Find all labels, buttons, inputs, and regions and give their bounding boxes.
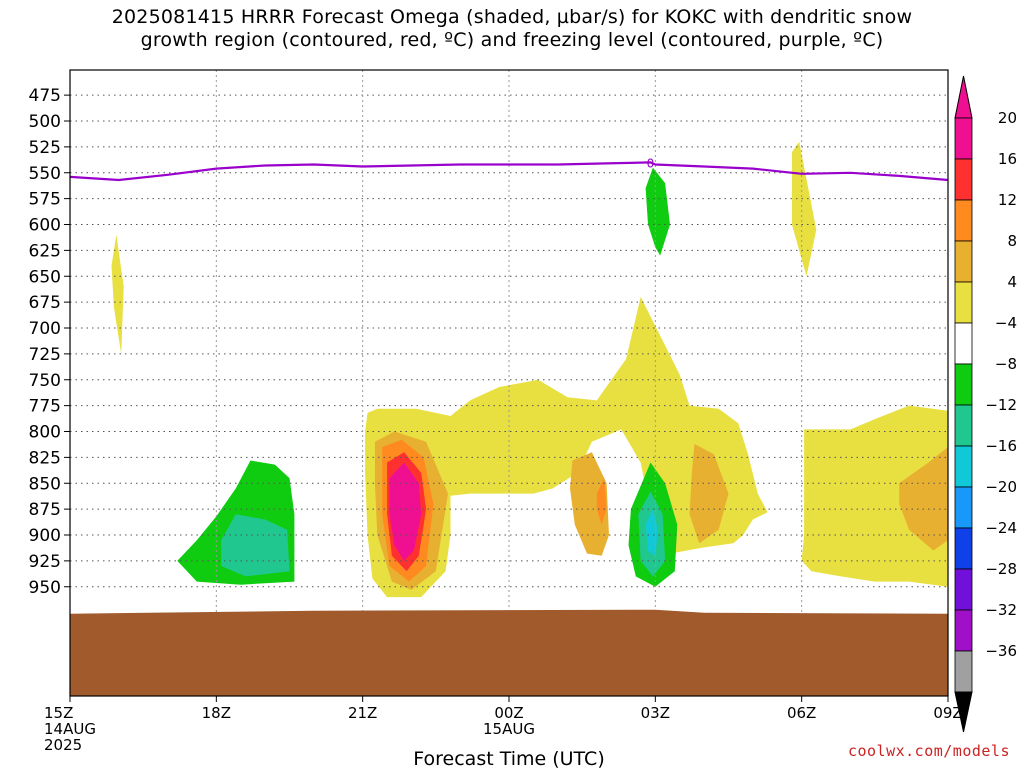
freezing-level-label: 0 xyxy=(647,156,655,170)
omega-region-5 xyxy=(570,452,609,556)
y-tick-label-600: 600 xyxy=(29,216,61,236)
colorbar-label-9: −20 xyxy=(985,478,1017,496)
y-tick-label-525: 525 xyxy=(29,138,61,158)
freezing-level-line xyxy=(69,161,949,182)
y-tick-label-775: 775 xyxy=(29,397,61,417)
colorbar-label-8: −16 xyxy=(985,437,1017,455)
y-tick-label-550: 550 xyxy=(29,164,61,184)
colorbar-label-2: 12 xyxy=(998,191,1017,209)
omega-region-14 xyxy=(645,167,670,256)
colorbar: 20 16 12 8 4 −4 −8 −12 −16 −20 −24 −28 −32 −36 xyxy=(954,75,1017,733)
freezing-level-contour: 0 xyxy=(69,156,949,182)
colorbar-bin-0 xyxy=(954,117,973,160)
omega-region-17 xyxy=(645,509,658,556)
ground-surface xyxy=(70,609,948,696)
omega-region-6 xyxy=(689,443,729,544)
y-tick-label-825: 825 xyxy=(29,448,61,468)
colorbar-bottom-arrow xyxy=(954,691,973,733)
omega-region-11 xyxy=(389,462,422,561)
colorbar-bin-2 xyxy=(954,199,973,242)
omega-region-0 xyxy=(111,234,124,354)
y-tick-label-850: 850 xyxy=(29,474,61,494)
colorbar-top-arrow xyxy=(954,75,973,119)
y-tick-label-725: 725 xyxy=(29,345,61,365)
y-tick-label-475: 475 xyxy=(29,86,61,106)
x-tick-label-0-0: 15Z xyxy=(44,704,73,722)
x-tick-label-9-0: 00Z xyxy=(494,704,523,722)
y-tick-label-800: 800 xyxy=(29,423,61,443)
y-tick-label-950: 950 xyxy=(29,578,61,598)
colorbar-bin-9 xyxy=(954,486,973,529)
colorbar-label-13: −36 xyxy=(985,642,1017,660)
x-tick-label-3-0: 18Z xyxy=(202,704,231,722)
y-tick-label-900: 900 xyxy=(29,526,61,546)
omega-region-7 xyxy=(899,447,948,551)
colorbar-label-1: 16 xyxy=(998,150,1017,168)
colorbar-bin-3 xyxy=(954,240,973,283)
title-line-1: 2025081415 HRRR Forecast Omega (shaded, … xyxy=(111,6,913,28)
x-axis-label: Forecast Time (UTC) xyxy=(413,748,604,768)
colorbar-label-10: −24 xyxy=(985,519,1017,537)
y-tick-label-500: 500 xyxy=(29,112,61,132)
colorbar-label-3: 8 xyxy=(1007,232,1017,250)
y-tick-label-675: 675 xyxy=(29,293,61,313)
ground-band xyxy=(70,609,948,696)
colorbar-bin-6 xyxy=(954,363,973,406)
y-tick-label-875: 875 xyxy=(29,500,61,520)
colorbar-bin-11 xyxy=(954,568,973,611)
x-tick-label-6-0: 21Z xyxy=(348,704,377,722)
colorbar-label-7: −12 xyxy=(985,396,1017,414)
y-tick-label-650: 650 xyxy=(29,267,61,287)
omega-region-1 xyxy=(791,141,817,277)
x-tick-label-0-2: 2025 xyxy=(44,736,82,754)
y-tick-label-750: 750 xyxy=(29,371,61,391)
y-tick-label-575: 575 xyxy=(29,190,61,210)
colorbar-bin-8 xyxy=(954,445,973,488)
colorbar-label-5: −4 xyxy=(995,314,1017,332)
watermark: coolwx.com/models xyxy=(847,742,1010,760)
colorbar-label-0: 20 xyxy=(998,109,1017,127)
y-tick-label-925: 925 xyxy=(29,552,61,572)
colorbar-bin-12 xyxy=(954,609,973,652)
y-tick-label-625: 625 xyxy=(29,241,61,261)
colorbar-label-11: −28 xyxy=(985,560,1017,578)
omega-region-9 xyxy=(596,478,607,525)
colorbar-bin-13 xyxy=(954,650,973,693)
colorbar-label-12: −32 xyxy=(985,601,1017,619)
colorbar-bin-4 xyxy=(954,281,973,324)
title-line-2: growth region (contoured, red, ºC) and f… xyxy=(140,29,884,51)
x-tick-label-18-0: 09Z xyxy=(933,704,962,722)
y-tick-label-700: 700 xyxy=(29,319,61,339)
x-tick-label-12-0: 03Z xyxy=(641,704,670,722)
colorbar-label-6: −8 xyxy=(995,355,1017,373)
x-tick-label-0-1: 14AUG xyxy=(44,720,96,738)
colorbar-label-4: 4 xyxy=(1007,273,1017,291)
omega-region-3 xyxy=(801,405,948,587)
colorbar-bin-5 xyxy=(954,322,973,365)
grid-lines xyxy=(70,70,948,696)
colorbar-bin-1 xyxy=(954,158,973,201)
x-tick-label-15-0: 06Z xyxy=(787,704,816,722)
chart-title: 2025081415 HRRR Forecast Omega (shaded, … xyxy=(0,6,1024,52)
colorbar-bin-7 xyxy=(954,404,973,447)
axes: 475 500 525 550 575 600 625 650 675 700 725 750 775 8… xyxy=(29,69,963,754)
omega-region-15 xyxy=(221,514,290,577)
colorbar-bin-10 xyxy=(954,527,973,570)
x-tick-label-9-1: 15AUG xyxy=(483,720,535,738)
omega-shaded-regions xyxy=(111,141,948,598)
